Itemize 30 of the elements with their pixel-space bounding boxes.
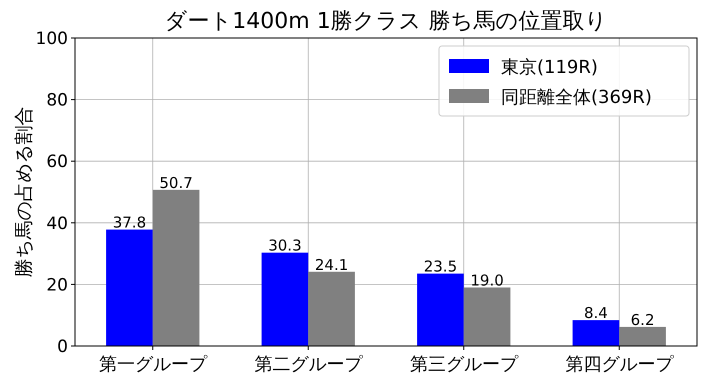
x-tick-label: 第三グループ: [410, 354, 519, 375]
data-label: 30.3: [268, 236, 302, 255]
bar: [262, 252, 308, 346]
data-label: 50.7: [159, 174, 193, 192]
data-label: 24.1: [314, 256, 348, 274]
x-tick-label: 第二グループ: [254, 354, 364, 375]
y-axis-title: 勝ち馬の占める割合: [13, 106, 35, 278]
bar: [308, 272, 355, 346]
data-label: 6.2: [630, 310, 655, 329]
bar: [417, 274, 464, 346]
bar: [106, 230, 153, 346]
data-label: 8.4: [584, 304, 608, 322]
legend-label: 同距離全体(369R): [501, 87, 652, 108]
x-tick-label: 第四グループ: [565, 354, 674, 375]
y-tick-label: 0: [57, 337, 68, 357]
bar: [572, 320, 620, 346]
data-label: 23.5: [424, 258, 458, 276]
x-tick-label: 第一グループ: [98, 354, 208, 375]
bar: [619, 326, 666, 346]
data-label: 37.8: [112, 214, 146, 232]
bar: [464, 287, 510, 346]
legend-label: 東京(119R): [501, 57, 598, 78]
bar: [152, 190, 200, 346]
y-tick-label: 80: [46, 90, 68, 111]
y-tick-label: 40: [46, 214, 68, 234]
y-tick-label: 20: [46, 275, 68, 296]
y-tick-label: 100: [36, 29, 68, 49]
data-label: 19.0: [470, 271, 504, 290]
chart-title: ダート1400m 1勝クラス 勝ち馬の位置取り: [164, 9, 608, 34]
y-tick-label: 60: [46, 152, 68, 172]
